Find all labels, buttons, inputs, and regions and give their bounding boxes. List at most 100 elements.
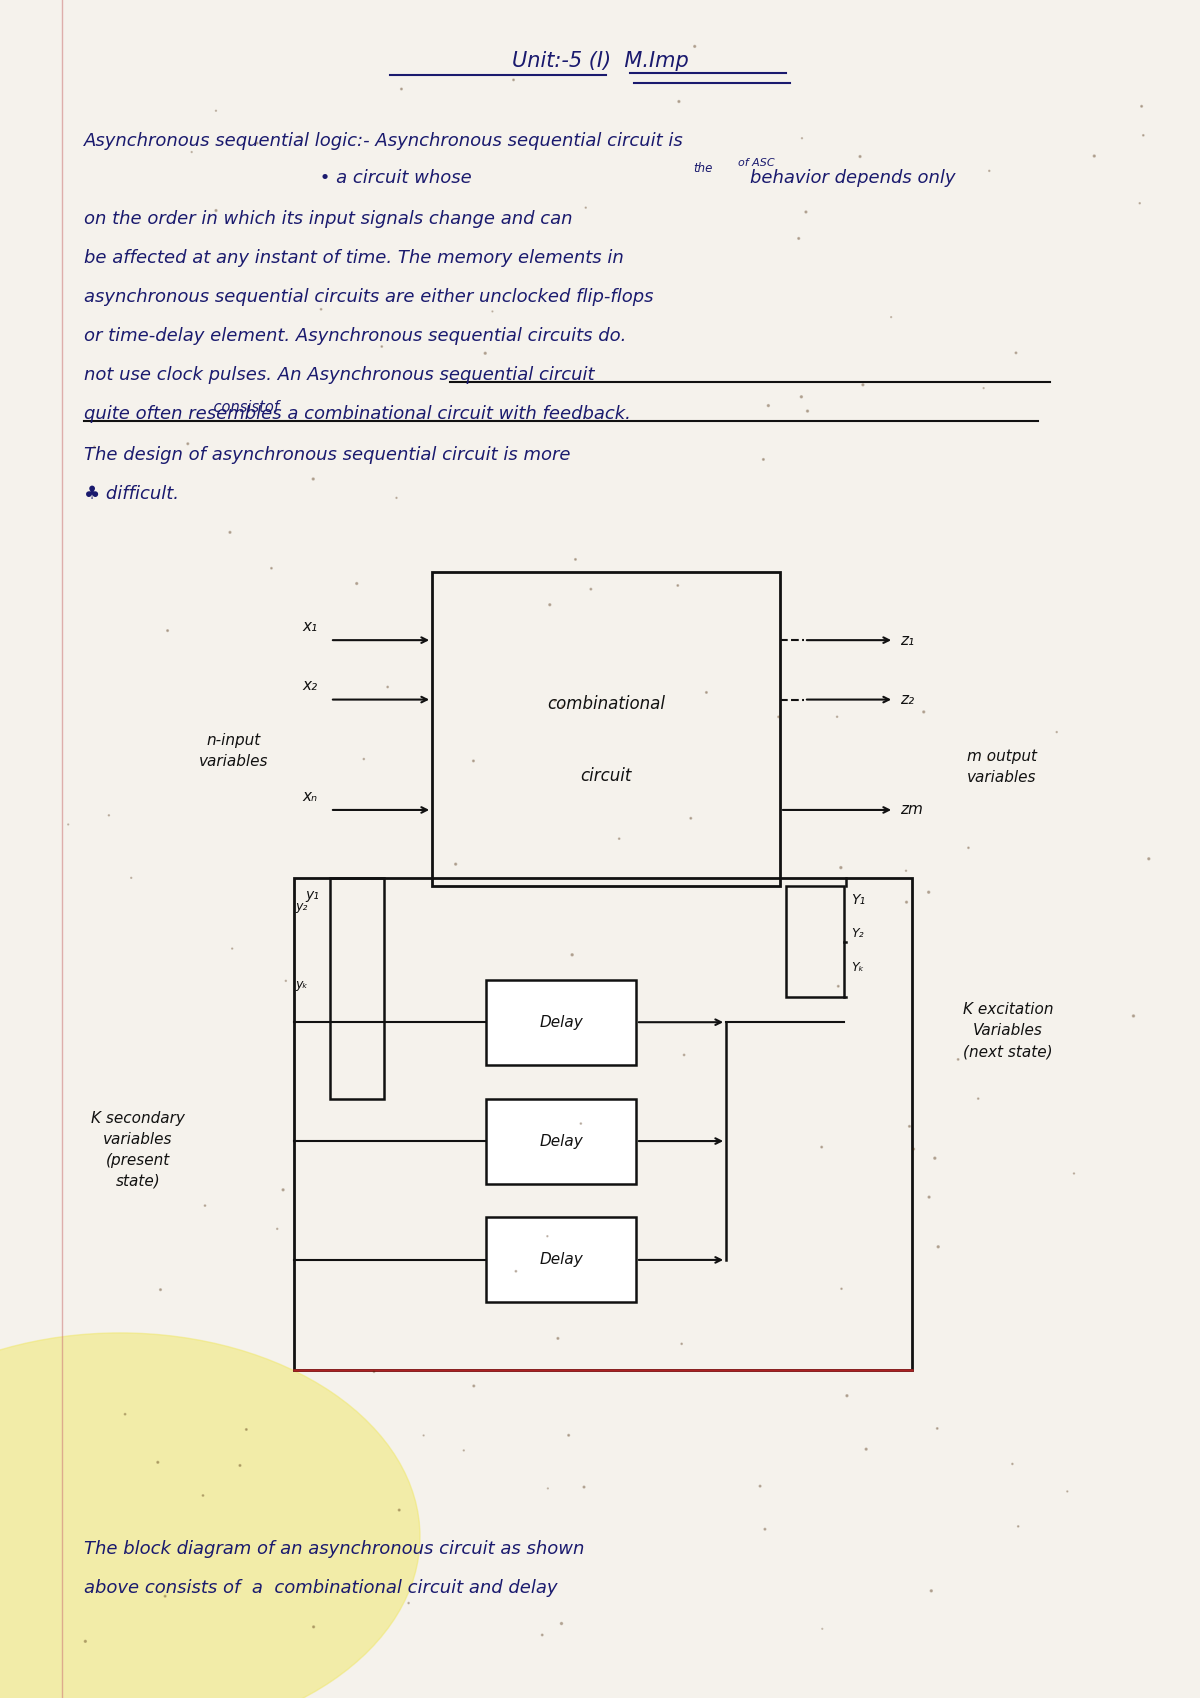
Point — [548, 1324, 568, 1352]
Bar — [486, 1099, 636, 1184]
Point — [222, 936, 241, 963]
Point — [754, 447, 773, 474]
Text: not use clock pulses. An Asynchronous sequential circuit: not use clock pulses. An Asynchronous se… — [84, 367, 594, 384]
Point — [925, 1144, 944, 1172]
Text: K secondary
variables
(present
state): K secondary variables (present state) — [91, 1110, 185, 1189]
Point — [928, 1414, 947, 1442]
Point — [566, 545, 586, 572]
Point — [482, 297, 502, 324]
Text: Y₂: Y₂ — [852, 927, 864, 941]
Text: y₁: y₁ — [305, 888, 319, 902]
Point — [948, 1046, 967, 1073]
Text: xₙ: xₙ — [302, 790, 318, 803]
Text: • a circuit whose: • a circuit whose — [84, 170, 472, 187]
Point — [1132, 93, 1151, 121]
Point — [758, 392, 778, 419]
Point — [365, 1358, 384, 1386]
Point — [682, 805, 701, 832]
Point — [1124, 1002, 1144, 1029]
Point — [506, 1258, 526, 1285]
Point — [221, 520, 240, 547]
Text: x₂: x₂ — [302, 679, 318, 693]
Text: or time-delay element. Asynchronous sequential circuits do.: or time-delay element. Asynchronous sequ… — [84, 328, 626, 345]
Text: zm: zm — [900, 803, 923, 817]
Point — [533, 1622, 552, 1649]
Text: yₖ: yₖ — [295, 978, 307, 992]
Point — [446, 851, 466, 878]
Point — [538, 1223, 557, 1250]
Point — [206, 97, 226, 124]
Point — [59, 812, 78, 839]
Text: Y₁: Y₁ — [851, 893, 865, 907]
Point — [1057, 1477, 1076, 1504]
Text: circuit: circuit — [581, 767, 631, 786]
Point — [454, 1437, 473, 1464]
Point — [798, 397, 817, 424]
Point — [959, 834, 978, 861]
Point — [539, 1476, 558, 1503]
Text: behavior depends only: behavior depends only — [750, 170, 955, 187]
Text: consistof: consistof — [84, 401, 278, 414]
Point — [312, 295, 331, 323]
Point — [581, 576, 600, 603]
Text: Yₖ: Yₖ — [852, 961, 864, 975]
Point — [206, 197, 226, 224]
Point — [668, 572, 688, 599]
Point — [797, 199, 816, 226]
Bar — [432, 572, 780, 886]
Point — [230, 1452, 250, 1479]
Point — [276, 968, 295, 995]
Point — [1130, 190, 1150, 217]
Point — [832, 1275, 851, 1302]
Point — [896, 888, 916, 915]
Point — [896, 857, 916, 885]
Text: Delay: Delay — [539, 1253, 583, 1267]
Point — [196, 1192, 215, 1219]
Point — [115, 1401, 134, 1428]
Point — [392, 75, 412, 102]
Point — [670, 88, 689, 115]
Point — [1085, 143, 1104, 170]
Point — [914, 698, 934, 725]
Point — [610, 825, 629, 852]
Point — [1048, 718, 1067, 745]
Text: Delay: Delay — [539, 1134, 583, 1148]
Text: quite often resembles a combinational circuit with feedback.: quite often resembles a combinational ci… — [84, 406, 631, 423]
Text: Delay: Delay — [539, 1015, 583, 1029]
Text: The design of asynchronous sequential circuit is more: The design of asynchronous sequential ci… — [84, 447, 570, 464]
Point — [274, 1177, 293, 1204]
Point — [268, 1216, 287, 1243]
Text: on the order in which its input signals change and can: on the order in which its input signals … — [84, 211, 572, 228]
Text: x₁: x₁ — [302, 620, 318, 633]
Text: asynchronous sequential circuits are either unclocked flip-flops: asynchronous sequential circuits are eit… — [84, 289, 654, 306]
Point — [464, 1372, 484, 1399]
Point — [193, 1482, 212, 1510]
Point — [750, 1472, 769, 1499]
Point — [919, 878, 938, 905]
Text: above consists of  a  combinational circuit and delay: above consists of a combinational circui… — [84, 1579, 558, 1596]
Point — [851, 143, 870, 170]
Text: n-input
variables: n-input variables — [199, 732, 269, 769]
Point — [853, 372, 872, 399]
Point — [553, 693, 572, 720]
Point — [179, 430, 198, 457]
Text: z₁: z₁ — [900, 633, 914, 647]
Point — [829, 973, 848, 1000]
Point — [390, 1496, 409, 1523]
Point — [149, 1448, 168, 1476]
Point — [552, 1610, 571, 1637]
Point — [559, 1421, 578, 1448]
Point — [545, 688, 564, 715]
Point — [838, 1382, 857, 1409]
Point — [347, 571, 366, 598]
Point — [1134, 122, 1153, 149]
Point — [832, 854, 851, 881]
Bar — [294, 878, 912, 1370]
Point — [674, 1041, 694, 1068]
Text: of ASC: of ASC — [738, 158, 775, 168]
Point — [882, 304, 901, 331]
Text: Asynchronous sequential logic:- Asynchronous sequential circuit is: Asynchronous sequential logic:- Asynchro… — [84, 132, 684, 149]
Text: be affected at any instant of time. The memory elements in: be affected at any instant of time. The … — [84, 250, 624, 267]
Point — [372, 333, 391, 360]
Point — [475, 340, 494, 367]
